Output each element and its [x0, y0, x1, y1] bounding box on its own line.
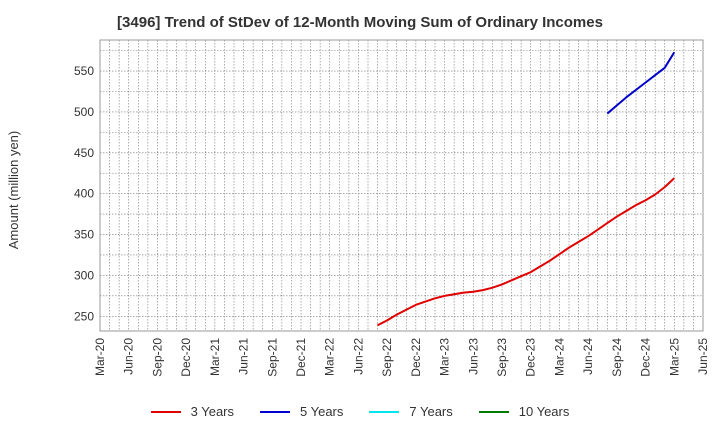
legend: 3 Years 5 Years 7 Years 10 Years: [0, 404, 720, 419]
legend-item: 5 Years: [260, 404, 343, 419]
x-tick-label: Mar-25: [667, 338, 681, 376]
legend-swatch: [478, 410, 509, 413]
y-tick-label: 450: [74, 146, 94, 160]
legend-label: 7 Years: [409, 404, 453, 419]
x-tick-label: Mar-22: [323, 338, 337, 376]
x-tick-label: Sep-20: [150, 338, 164, 377]
plot-frame: [99, 39, 704, 332]
series-layer: [377, 51, 676, 327]
x-tick-label: Mar-20: [93, 338, 107, 376]
x-tick-label: Sep-22: [380, 338, 394, 377]
y-tick-label: 250: [74, 309, 94, 323]
y-tick-label: 550: [74, 64, 94, 78]
legend-label: 10 Years: [518, 404, 570, 419]
x-tick-label: Dec-22: [409, 338, 423, 377]
x-tick-label: Mar-24: [552, 338, 566, 376]
legend-item: 10 Years: [478, 404, 570, 419]
y-axis-label: Amount (million yen): [6, 131, 21, 250]
x-tick-label: Dec-21: [294, 338, 308, 377]
series-line-3-years: [377, 177, 675, 327]
x-tick-label: Sep-23: [495, 338, 509, 377]
y-tick-label: 350: [74, 228, 94, 242]
x-tick-label: Jun-22: [351, 338, 365, 375]
x-tick-label: Sep-21: [265, 338, 279, 377]
x-tick-label: Jun-25: [696, 338, 710, 375]
x-tick-label: Mar-23: [438, 338, 452, 376]
legend-item: 3 Years: [150, 404, 234, 419]
x-tick-label: Sep-24: [610, 338, 624, 377]
legend-swatch: [260, 410, 290, 413]
legend-swatch: [369, 410, 400, 413]
x-tick-label: Mar-21: [208, 338, 222, 376]
legend-label: 3 Years: [190, 404, 234, 419]
x-tick-label: Dec-23: [524, 338, 538, 377]
series-line-5-years: [606, 51, 676, 115]
y-tick-label: 400: [74, 187, 94, 201]
legend-label: 5 Years: [300, 404, 344, 419]
x-tick-label: Jun-23: [466, 338, 480, 375]
x-tick-label: Jun-24: [581, 338, 595, 375]
x-tick-label: Dec-24: [639, 338, 653, 377]
chart-title: [3496] Trend of StDev of 12-Month Moving…: [117, 14, 603, 31]
x-axis-ticks: Mar-20 Jun-20 Sep-20 Dec-20 Mar-21 Jun-21 Sep-…: [93, 338, 710, 377]
legend-swatch: [150, 410, 181, 413]
x-tick-label: Jun-20: [122, 338, 136, 375]
y-axis-ticks: 250 300 350 400 450 500 550: [74, 64, 94, 323]
legend-item: 7 Years: [369, 404, 453, 419]
x-tick-label: Dec-20: [179, 338, 193, 377]
grid: [100, 40, 703, 331]
x-tick-label: Jun-21: [237, 338, 251, 375]
y-tick-label: 300: [74, 268, 94, 282]
y-tick-label: 500: [74, 105, 94, 119]
